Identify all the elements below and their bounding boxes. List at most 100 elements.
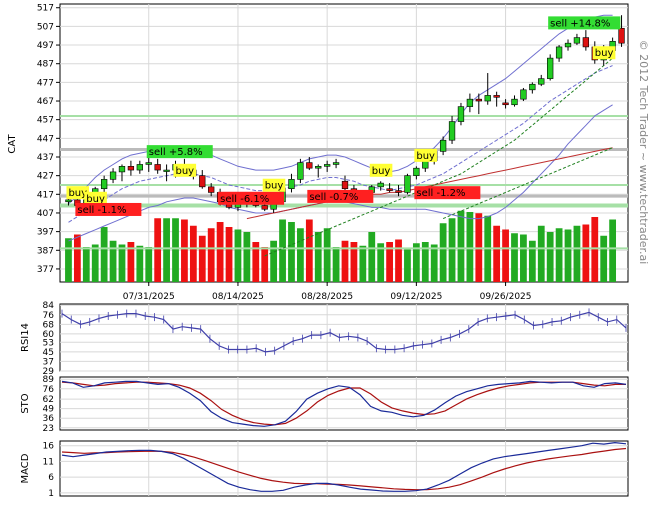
candle-body <box>315 166 322 169</box>
macd-tick-label: 1 <box>48 489 54 499</box>
sto-tick-label: 36 <box>43 414 55 424</box>
signal-box <box>75 202 142 216</box>
volume-bar <box>198 235 206 282</box>
candle-body <box>163 169 170 172</box>
signal-box <box>84 191 107 205</box>
sto-tick-label: 23 <box>43 424 54 434</box>
volume-bar <box>395 239 402 282</box>
candle-body <box>208 186 215 193</box>
candle-body <box>502 102 509 106</box>
sto-label: STO <box>20 393 31 413</box>
date-tick-label: 07/31/2025 <box>123 292 175 302</box>
volume-bar <box>573 225 581 282</box>
signal-label: buy <box>68 188 87 199</box>
rsi-tick-label: 60 <box>43 330 55 340</box>
signal-label: buy <box>86 194 105 205</box>
overlay-line <box>442 147 613 220</box>
candle-body <box>413 167 420 176</box>
price-tick-label: 487 <box>37 60 54 70</box>
candle-body <box>538 78 545 85</box>
candle-body <box>564 42 572 48</box>
volume-bar <box>207 228 215 282</box>
signal-box <box>146 145 213 159</box>
price-tick-label: 387 <box>37 246 54 256</box>
volume-bar <box>386 242 393 282</box>
candle-body <box>404 175 411 193</box>
volume-bar <box>555 228 563 282</box>
signal-box <box>592 46 616 60</box>
volume-bar <box>136 245 144 282</box>
candle-body <box>306 162 313 169</box>
candle-body <box>118 166 126 173</box>
rsi-tick-label: 37 <box>43 357 54 367</box>
volume-bar <box>297 228 304 282</box>
candle-body <box>448 121 456 141</box>
volume-bar <box>404 249 411 282</box>
candle-body <box>199 175 206 188</box>
volume-bar <box>448 218 456 282</box>
volume-bar <box>172 218 179 282</box>
rsi-tick-label: 45 <box>43 348 54 358</box>
price-tick-label: 377 <box>37 265 54 275</box>
volume-bar <box>118 244 126 282</box>
volume-bar <box>564 229 572 282</box>
candle-body <box>547 57 554 79</box>
volume-bar <box>100 227 108 282</box>
date-tick-label: 09/26/2025 <box>480 292 532 302</box>
volume-bar <box>243 232 251 282</box>
sto-tick-label: 76 <box>43 385 55 395</box>
date-tick-label: 08/14/2025 <box>212 292 264 302</box>
volume-bar <box>189 225 197 282</box>
sto-tick-label: 49 <box>43 405 55 415</box>
volume-bar <box>82 247 90 282</box>
date-tick-label: 08/28/2025 <box>301 292 353 302</box>
volume-bar <box>537 225 545 282</box>
signal-label: buy <box>416 151 435 162</box>
price-tick-label: 517 <box>37 4 54 14</box>
volume-bar <box>520 234 527 282</box>
candle-body <box>145 162 152 165</box>
sto-series-line <box>61 381 626 426</box>
signal-label: sell +5.8% <box>149 147 203 158</box>
volume-bar <box>252 242 260 282</box>
signal-box <box>218 191 285 205</box>
volume-bar <box>546 232 554 282</box>
volume-bar <box>234 229 242 282</box>
rsi-series-line <box>61 311 627 353</box>
volume-bar <box>163 218 170 282</box>
volume-bar <box>109 240 117 282</box>
candle-body <box>439 139 447 152</box>
candle-body <box>466 98 474 107</box>
candle-body <box>520 89 527 100</box>
overlay-line <box>68 65 613 223</box>
ticker-label: CAT <box>7 134 18 154</box>
signal-box <box>66 186 90 200</box>
candle-body <box>484 95 491 102</box>
volume-bar <box>314 232 322 282</box>
candle-body <box>511 98 518 106</box>
price-tick-label: 477 <box>37 78 54 88</box>
price-tick-label: 407 <box>37 209 54 219</box>
rsi-label: RSI14 <box>20 323 31 352</box>
price-tick-label: 437 <box>37 153 54 163</box>
sto-series-line <box>61 380 627 427</box>
candle-body <box>341 180 349 190</box>
rsi-tick-label: 68 <box>43 320 55 330</box>
volume-bar <box>181 219 188 282</box>
macd-series-line <box>61 441 627 492</box>
volume-bar <box>288 222 295 282</box>
volume-bar <box>305 219 313 282</box>
price-tick-label: 397 <box>37 228 54 238</box>
price-tick-label: 467 <box>37 97 54 107</box>
signal-box <box>307 189 374 203</box>
volume-bar <box>466 212 474 282</box>
volume-bar <box>502 229 509 282</box>
signal-box <box>173 163 197 177</box>
volume-bar <box>270 240 278 282</box>
volume-bar <box>493 225 501 282</box>
macd-tick-label: 11 <box>43 457 54 467</box>
signal-label: sell -1.2% <box>416 188 465 199</box>
signal-box <box>369 163 393 177</box>
